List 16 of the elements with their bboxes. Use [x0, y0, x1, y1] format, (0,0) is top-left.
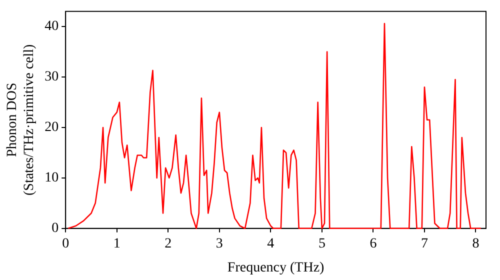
x-tick-label: 8 [472, 236, 480, 252]
y-tick-label: 30 [44, 70, 59, 85]
x-tick-label: 7 [420, 236, 428, 252]
y-axis-title: Phonon DOS (States/THz·primitive cell) [5, 44, 37, 196]
x-axis-title: Frequency (THz) [227, 260, 325, 276]
x-tick-label: 2 [164, 236, 172, 252]
x-tick-label: 3 [216, 236, 223, 252]
x-tick-label: 4 [267, 236, 274, 252]
y-tick-label: 20 [44, 120, 59, 136]
x-tick-label: 6 [370, 236, 377, 252]
x-tick-label: 0 [62, 236, 70, 252]
x-tick-label: 5 [318, 236, 326, 252]
y-tick-label: 10 [44, 170, 59, 186]
x-tick-label: 1 [113, 236, 120, 252]
y-tick-label: 0 [52, 221, 59, 236]
y-tick-label: 40 [44, 19, 59, 34]
